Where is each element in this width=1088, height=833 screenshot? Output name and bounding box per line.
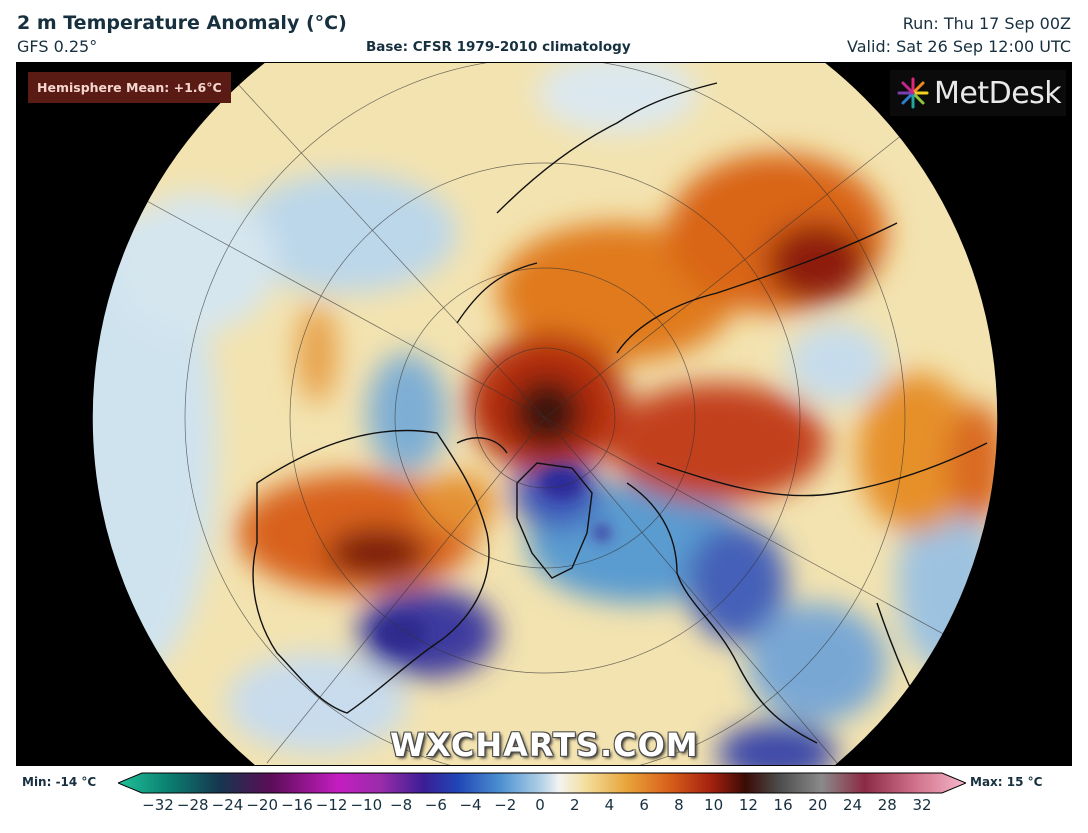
colorbar-tick-label: 8: [674, 796, 684, 814]
colorbar-tick-label: 2: [569, 796, 580, 814]
colorbar-tick-label: 24: [842, 796, 863, 814]
colorbar-tick-label: 32: [912, 796, 932, 814]
chart-title: 2 m Temperature Anomaly (°C): [17, 12, 347, 34]
colorbar-tick-label: −12: [315, 796, 348, 814]
colorbar-tick-label: −2: [494, 796, 517, 814]
valid-time-label: Valid: Sat 26 Sep 12:00 UTC: [847, 37, 1071, 56]
colorbar-tick-label: 10: [704, 796, 724, 814]
colorbar: [118, 772, 966, 794]
run-time-label: Run: Thu 17 Sep 00Z: [902, 14, 1071, 33]
metdesk-brand-text: MetDesk: [934, 75, 1062, 111]
coastlines: [252, 82, 988, 744]
colorbar-tick-label: 28: [877, 796, 897, 814]
colorbar-tick-label: −32: [142, 796, 174, 814]
metdesk-logo: MetDesk: [890, 70, 1066, 116]
colorbar-tick-label: 20: [808, 796, 828, 814]
graticule: [92, 63, 998, 765]
colorbar-tick-label: 0: [535, 796, 545, 814]
colorbar-tick-labels: −32 −28 −24 −20 −16 −12 −10 −8 −6 −4 −2 0 2 4 6 8 10 12 16…: [0, 796, 1088, 818]
colorbar-tick-label: 12: [738, 796, 758, 814]
colorbar-tick-label: 4: [604, 796, 615, 814]
colorbar-tick-label: −10: [350, 796, 383, 814]
colorbar-tick-label: −6: [424, 796, 447, 814]
hemisphere-mean-badge: Hemisphere Mean: +1.6°C: [28, 72, 231, 103]
colorbar-tick-label: 6: [639, 796, 649, 814]
colorbar-max-label: Max: 15 °C: [970, 775, 1043, 789]
colorbar-tick-label: −4: [459, 796, 482, 814]
colorbar-tick-label: −28: [176, 796, 209, 814]
colorbar-tick-label: −24: [211, 796, 244, 814]
colorbar-tick-label: 16: [773, 796, 793, 814]
model-label: GFS 0.25°: [17, 37, 98, 56]
colorbar-min-label: Min: -14 °C: [22, 775, 97, 789]
metdesk-flower-icon: [897, 77, 929, 109]
base-climatology-label: Base: CFSR 1979-2010 climatology: [366, 39, 631, 55]
map-frame: [16, 62, 1072, 766]
anomaly-field: [92, 63, 998, 765]
colorbar-tick-label: −8: [390, 796, 413, 814]
polar-map: [17, 63, 1071, 765]
colorbar-tick-label: −16: [281, 796, 313, 814]
wxcharts-watermark: WXCHARTS.COM: [390, 726, 699, 764]
colorbar-tick-label: −20: [246, 796, 278, 814]
